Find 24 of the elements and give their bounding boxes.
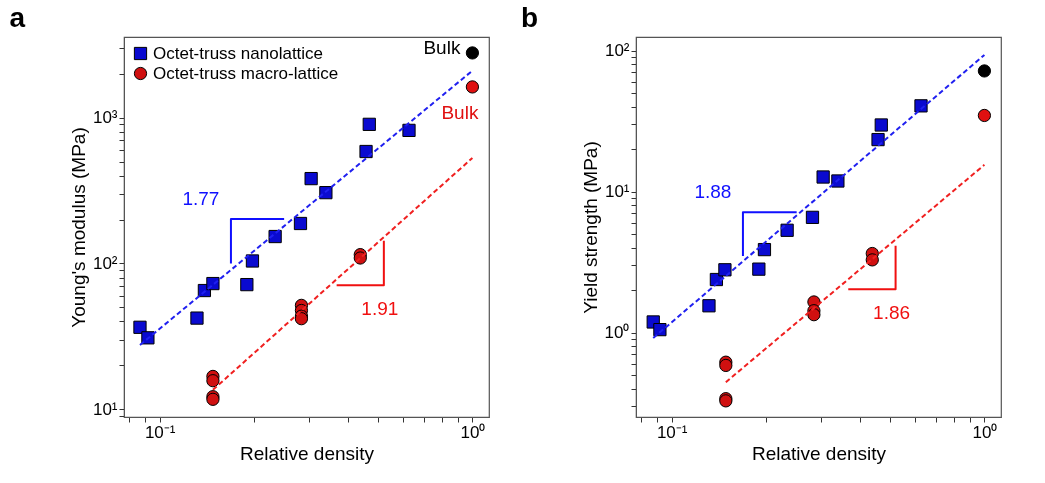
annotation: Bulk [423,36,461,58]
chart-title: b [521,2,539,33]
x-tick-label: 10⁻¹ [656,422,688,442]
y-tick-label: 10¹ [604,182,630,202]
x-tick-label: 10⁰ [972,422,998,442]
chart-title: a [9,2,26,33]
annotation: 1.88 [694,181,732,203]
annotation: 1.77 [182,187,220,209]
y-axis-title: Yield strength (MPa) [579,141,601,314]
y-tick-label: 10³ [92,108,118,128]
annotation: Bulk [441,101,479,123]
y-tick-label: 10² [604,41,630,61]
x-tick-label: 10⁰ [460,422,486,442]
y-axis-title: Young's modulus (MPa) [67,127,89,328]
y-tick-label: 10¹ [92,399,118,419]
y-tick-label: 10⁰ [604,323,630,343]
y-tick-label: 10² [92,253,118,273]
x-tick-label: 10⁻¹ [144,422,176,442]
annotation: 1.91 [361,298,399,320]
legend-label: Octet-truss macro-lattice [153,63,339,83]
x-axis-title: Relative density [751,442,887,464]
legend-label: Octet-truss nanolattice [153,43,324,63]
annotation: 1.86 [873,302,911,324]
x-axis-title: Relative density [239,442,375,464]
